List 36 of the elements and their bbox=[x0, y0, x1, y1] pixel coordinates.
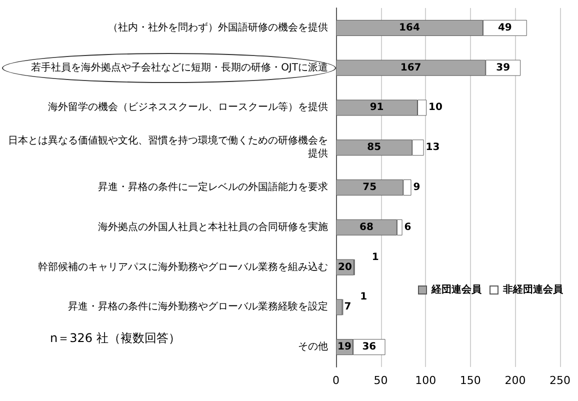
y-tick-label: その他 bbox=[298, 340, 328, 353]
y-tick-label: 海外留学の機会（ビジネススクール、ロースクール等）を提供 bbox=[48, 101, 328, 114]
data-label: 85 bbox=[367, 142, 382, 154]
y-tick-label: 海外拠点の外国人社員と本社社員の合同研修を実施 bbox=[98, 220, 328, 233]
data-label: 10 bbox=[428, 102, 442, 114]
y-tick-label: 若手社員を海外拠点や子会社などに短期・長期の研修・OJTに派遣 bbox=[31, 61, 328, 74]
y-tick-label: 日本とは異なる価値観や文化、習慣を持つ環境で働くための研修機会を提供 bbox=[8, 134, 328, 160]
x-tick-label: 50 bbox=[374, 374, 388, 387]
x-tick-label: 0 bbox=[332, 374, 340, 387]
x-tick-label: 150 bbox=[460, 374, 481, 387]
x-tick-label: 200 bbox=[504, 374, 526, 387]
data-label: 9 bbox=[413, 182, 420, 193]
data-label: 13 bbox=[426, 142, 440, 154]
data-label: 49 bbox=[498, 22, 512, 34]
data-label: 36 bbox=[362, 342, 376, 353]
text: n＝326 社（複数回答） bbox=[50, 331, 180, 345]
y-tick-label: （社内・社外を問わず）外国語研修の機会を提供 bbox=[108, 21, 328, 34]
y-tick-label: 昇進・昇格の条件に一定レベルの外国語能力を要求 bbox=[98, 181, 328, 193]
x-tick-label: 250 bbox=[550, 374, 570, 387]
data-label: 39 bbox=[496, 62, 510, 74]
data-label: 6 bbox=[404, 222, 412, 233]
y-tick-label: 幹部候補のキャリアパスに海外勤務やグローバル業務を組み込む bbox=[38, 260, 328, 273]
data-label: 164 bbox=[399, 22, 420, 34]
data-label: 1 bbox=[360, 292, 368, 303]
data-label: 91 bbox=[370, 102, 384, 114]
data-label: 7 bbox=[344, 302, 352, 313]
y-tick-label: 昇進・昇格の条件に海外勤務やグローバル業務経験を設定 bbox=[68, 300, 328, 313]
data-label: 75 bbox=[362, 182, 377, 193]
data-label: 1 bbox=[372, 252, 379, 263]
data-label: 20 bbox=[338, 262, 352, 273]
data-label: 167 bbox=[400, 62, 422, 74]
data-label: 19 bbox=[338, 342, 352, 353]
legend-label: 非経団連会員 bbox=[502, 284, 564, 296]
legend-label: 経団連会員 bbox=[430, 284, 482, 296]
x-tick-label: 100 bbox=[415, 374, 436, 387]
data-label: 68 bbox=[360, 222, 374, 233]
